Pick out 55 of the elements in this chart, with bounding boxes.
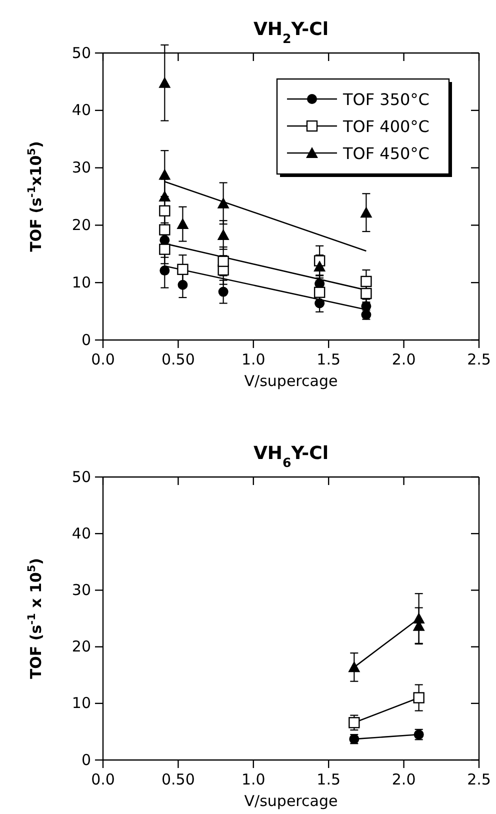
point: [360, 276, 372, 288]
x-tick-label: 1.0: [241, 770, 266, 789]
y-tick-label: 40: [72, 524, 91, 542]
point: [314, 298, 325, 308]
y-tick-label: 0: [81, 750, 91, 769]
point: [360, 206, 372, 218]
point: [158, 190, 171, 202]
point: [160, 235, 170, 246]
y-tick-label: 20: [72, 638, 91, 656]
chart-title: VH$_{2}$Y-Cl: [253, 19, 329, 46]
y-tick-label: 0: [81, 330, 91, 349]
x-tick-label: 1.0: [241, 350, 266, 369]
point: [218, 286, 228, 297]
point: [217, 197, 230, 208]
point: [314, 260, 326, 272]
point: [217, 228, 230, 240]
point: [218, 256, 229, 267]
point: [348, 717, 360, 728]
x-tick-label: 2.0: [392, 770, 416, 789]
point: [176, 218, 189, 230]
chart-title: VH$_{6}$Y-Cl: [253, 443, 329, 470]
y-tick-label: 50: [72, 468, 91, 486]
point: [348, 661, 360, 672]
x-tick-label: 0.50: [161, 350, 195, 369]
point: [160, 266, 170, 276]
y-tick-label: 30: [72, 158, 91, 177]
point: [360, 288, 372, 300]
point: [159, 224, 170, 236]
x-axis-title: V/supercage: [244, 372, 338, 390]
point: [178, 280, 188, 290]
x-tick-label: 2.0: [392, 350, 416, 369]
x-tick-label: 0.50: [161, 770, 195, 789]
point: [413, 692, 424, 704]
x-tick-label: 2.5: [467, 350, 491, 369]
point: [314, 286, 326, 298]
y-tick-label: 30: [72, 581, 91, 599]
x-axis-title: V/supercage: [244, 792, 338, 810]
point: [158, 76, 171, 88]
point: [159, 205, 170, 216]
legend-label: TOF 450°C: [342, 144, 430, 163]
y-tick-label: 40: [72, 101, 91, 120]
y-tick-label: 10: [72, 273, 91, 292]
legend-label: TOF 400°C: [342, 117, 430, 136]
x-tick-label: 0.0: [91, 350, 115, 369]
x-tick-label: 1.5: [316, 350, 341, 369]
x-tick-label: 1.5: [316, 770, 341, 789]
y-tick-label: 10: [72, 694, 91, 712]
point: [158, 168, 171, 180]
point: [159, 244, 170, 255]
x-tick-label: 0.0: [91, 770, 115, 789]
y-tick-label: 50: [72, 44, 91, 62]
y-tick-label: 20: [72, 216, 91, 234]
point: [177, 264, 188, 275]
x-tick-label: 2.5: [467, 770, 491, 789]
legend-label: TOF 350°C: [342, 90, 430, 109]
